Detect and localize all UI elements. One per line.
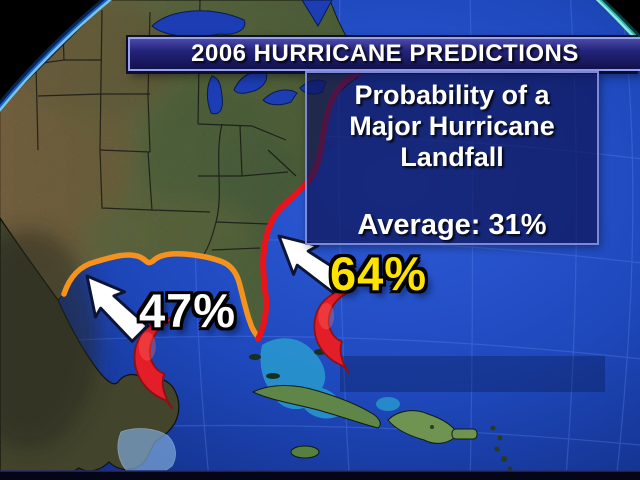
lower-band-overlay xyxy=(340,356,605,392)
puerto-rico-island xyxy=(451,428,478,440)
title-banner: 2006 HURRICANE PREDICTIONS xyxy=(128,37,640,71)
info-line-3: Landfall xyxy=(400,142,504,172)
page-title: 2006 HURRICANE PREDICTIONS xyxy=(191,40,579,67)
jamaica-island xyxy=(290,445,320,459)
average-text: Average: 31% xyxy=(357,209,547,241)
bottom-bar xyxy=(0,471,640,480)
cuba-island xyxy=(251,385,381,429)
gulf-percent-label: 47% xyxy=(139,284,237,337)
mexico-landmass xyxy=(0,216,180,480)
east-percent-label: 64% xyxy=(330,247,428,300)
info-line-1: Probability of a xyxy=(354,80,550,110)
arrow-icon-east xyxy=(277,234,347,294)
probability-info-box: Probability of a Major Hurricane Landfal… xyxy=(305,71,599,245)
hurricane-icon-gulf xyxy=(133,317,178,410)
gulf-coast-highlight-line xyxy=(61,251,261,340)
central-america-lowland xyxy=(117,428,176,476)
info-line-2: Major Hurricane xyxy=(349,111,555,141)
arrow-icon-gulf xyxy=(85,274,149,343)
hurricane-icon-east xyxy=(313,289,355,375)
